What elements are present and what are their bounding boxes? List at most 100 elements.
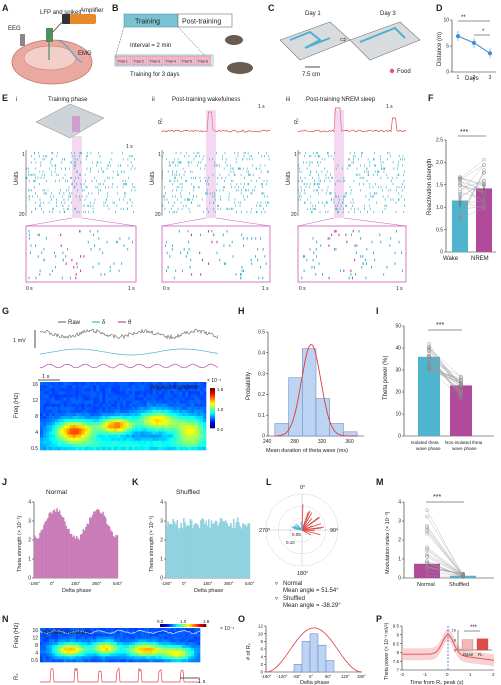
heat-cell bbox=[158, 446, 162, 451]
heat-cell bbox=[84, 403, 88, 408]
heat-cell bbox=[111, 645, 115, 649]
heat-cell bbox=[128, 636, 133, 640]
freq-tick: 12 bbox=[32, 636, 38, 642]
heat-cell bbox=[42, 437, 47, 442]
heat-cell bbox=[197, 382, 201, 386]
heat-cell bbox=[152, 397, 156, 401]
phase-bar bbox=[229, 525, 231, 578]
colorbar-g: 1.81.00.2 bbox=[210, 387, 224, 432]
phase-bar bbox=[74, 538, 77, 578]
heat-cell bbox=[117, 385, 121, 389]
y-tick-label: 7 bbox=[396, 668, 399, 673]
phase-bar bbox=[60, 515, 62, 578]
heat-cell bbox=[140, 431, 145, 435]
heat-cell bbox=[176, 422, 180, 426]
heat-cell bbox=[161, 659, 165, 663]
pair-line bbox=[426, 566, 464, 575]
heat-cell bbox=[131, 385, 136, 389]
heat-cell bbox=[128, 391, 133, 395]
heat-cell bbox=[146, 428, 150, 432]
heat-cell bbox=[96, 419, 100, 423]
ylabel: Theta strength (× 10⁻¹) bbox=[149, 516, 155, 572]
heat-cell bbox=[197, 446, 201, 451]
heat-cell bbox=[164, 409, 168, 414]
heat-cell bbox=[164, 431, 168, 435]
heat-cell bbox=[84, 419, 88, 423]
xlabel: Delta phase bbox=[62, 588, 91, 594]
phase-bar bbox=[61, 516, 64, 578]
heat-cell bbox=[69, 446, 73, 451]
heat-cell bbox=[63, 425, 67, 429]
heat-cell bbox=[179, 630, 183, 634]
heat-cell bbox=[185, 394, 189, 398]
heat-cell bbox=[40, 428, 44, 432]
phase-bar bbox=[79, 534, 82, 578]
heat-cell bbox=[131, 653, 136, 657]
heat-cell bbox=[63, 656, 67, 660]
heat-cell bbox=[93, 639, 97, 643]
heat-cell bbox=[63, 388, 67, 392]
rs-trace-n bbox=[40, 667, 200, 683]
heat-cell bbox=[114, 440, 118, 445]
heat-cell bbox=[134, 650, 139, 654]
pair-line bbox=[428, 368, 462, 379]
heat-cell bbox=[40, 403, 44, 408]
heat-cell bbox=[134, 391, 139, 395]
heat-cell bbox=[167, 419, 171, 423]
heat-cell bbox=[51, 391, 56, 395]
polar-l bbox=[265, 493, 339, 567]
dot bbox=[482, 190, 486, 194]
phase-bar bbox=[108, 526, 111, 578]
heat-cell bbox=[42, 385, 47, 389]
heat-cell bbox=[203, 446, 207, 451]
heat-cell bbox=[117, 633, 121, 637]
phase-bar bbox=[100, 513, 103, 578]
heat-cell bbox=[99, 639, 103, 643]
heat-cell bbox=[200, 382, 204, 386]
heat-cell bbox=[102, 642, 106, 646]
heat-cell bbox=[66, 628, 70, 632]
title-k: Shuffled bbox=[176, 489, 200, 496]
heat-cell bbox=[164, 382, 168, 386]
phase-bar bbox=[197, 525, 200, 578]
heat-cell bbox=[158, 406, 162, 411]
heat-cell bbox=[75, 409, 79, 414]
heat-cell bbox=[140, 412, 145, 417]
heat-cell bbox=[173, 636, 177, 640]
heat-cell bbox=[146, 446, 150, 451]
heat-cell bbox=[161, 431, 165, 435]
heat-cell bbox=[45, 650, 50, 654]
heat-cell bbox=[164, 630, 168, 634]
phase-bar bbox=[180, 522, 182, 578]
cbar-exp-n: × 10⁻¹ bbox=[220, 626, 235, 632]
heat-cell bbox=[134, 653, 139, 657]
heat-cell bbox=[149, 659, 153, 663]
inset-tick: 8 bbox=[454, 638, 457, 643]
heat-cell bbox=[60, 443, 65, 448]
phase-bar bbox=[211, 523, 214, 578]
heat-cell bbox=[40, 446, 44, 451]
heat-cell bbox=[188, 397, 192, 401]
heat-cell bbox=[66, 431, 70, 435]
heat-cell bbox=[51, 388, 56, 392]
heat-cell bbox=[185, 382, 189, 386]
heat-cell bbox=[143, 636, 147, 640]
heat-cell bbox=[45, 642, 50, 646]
shuffled-label: Shuffled bbox=[283, 596, 305, 602]
heat-cell bbox=[87, 642, 91, 646]
heat-cell bbox=[90, 428, 94, 432]
heat-cell bbox=[203, 437, 207, 442]
t1-ii: 1 s bbox=[262, 286, 269, 292]
heat-cell bbox=[185, 419, 189, 423]
heat-cell bbox=[69, 419, 73, 423]
heat-cell bbox=[158, 409, 162, 414]
dot bbox=[427, 349, 431, 353]
heat-cell bbox=[167, 397, 171, 401]
heat-cell bbox=[155, 650, 159, 654]
phase-bar bbox=[234, 528, 236, 578]
heat-cell bbox=[146, 419, 150, 423]
x-tick-label: 0° bbox=[50, 581, 55, 586]
pair-line bbox=[428, 367, 462, 399]
heat-cell bbox=[111, 630, 115, 634]
